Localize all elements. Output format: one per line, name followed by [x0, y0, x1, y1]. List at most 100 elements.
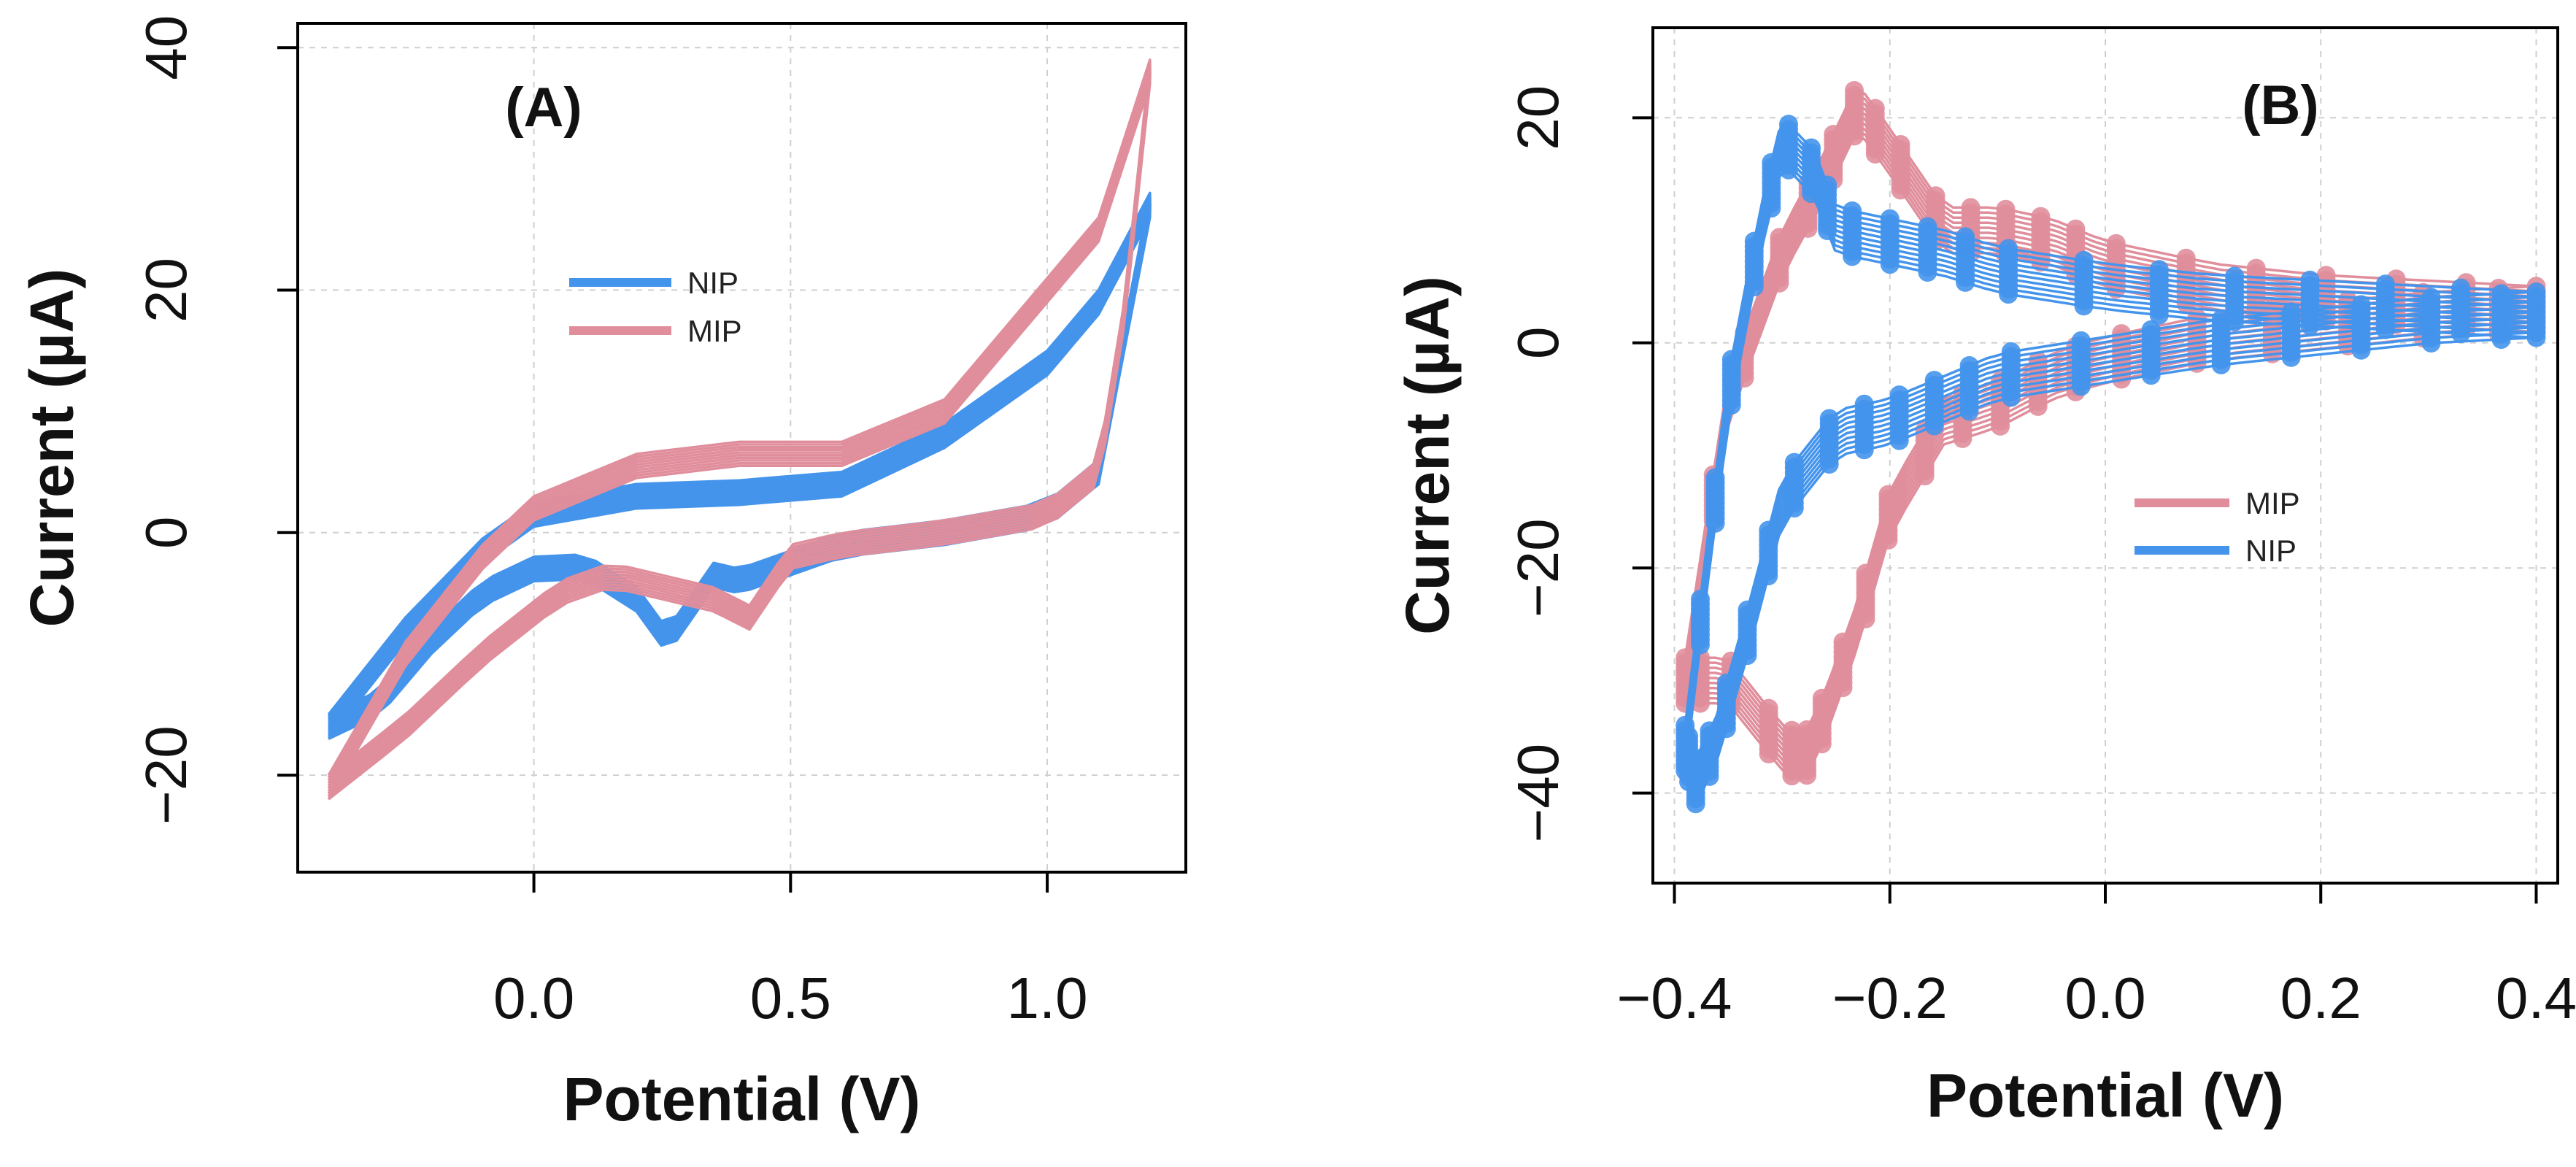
series-nip-point [1705, 468, 1725, 488]
series-nip-point [2491, 330, 2511, 349]
x-tick-label: 0.2 [2280, 966, 2361, 1031]
series-mip-point [1845, 81, 1864, 100]
series-mip-point [2176, 248, 2196, 268]
series-mip-point [1675, 648, 1695, 668]
series-mip-point [2031, 207, 2051, 226]
series-mip-point [1878, 531, 1898, 550]
legend-label-mip: MIP [687, 314, 742, 348]
series-mip-point [1996, 199, 2016, 219]
plot-area [1675, 81, 2546, 814]
series-nip-point [1700, 766, 1719, 786]
legend-label-mip: MIP [2245, 486, 2300, 520]
y-tick-label: −20 [1505, 518, 1570, 617]
y-tick-label: 0 [134, 517, 198, 550]
series-nip-point [1721, 350, 1741, 369]
y-tick-label: 40 [134, 15, 198, 80]
series-mip-point [1770, 228, 1789, 247]
series-mip-point [1833, 678, 1853, 698]
series-nip-point [2074, 250, 2094, 270]
series-nip-point [2211, 355, 2231, 374]
panel-b: −0.4 −0.2 0.0 0.2 0.4 −40 −20 0 20 Potential (V) C… [1393, 26, 2576, 1130]
series-nip-point [1959, 401, 1979, 421]
y-tick-label: 0 [1505, 327, 1570, 360]
series-nip-point [2281, 347, 2301, 367]
y-axis-title: Current (µA) [18, 269, 86, 628]
series-nip-point [1762, 153, 1781, 172]
y-axis-title: Current (µA) [1393, 276, 1462, 635]
y-tick-label: −40 [1505, 744, 1570, 843]
series-mip-point [1691, 693, 1710, 713]
series-nip-point [2300, 270, 2320, 290]
series-nip-point [1802, 138, 1821, 158]
legend: MIP NIP [2135, 486, 2300, 568]
legend: NIP MIP [569, 266, 742, 348]
series-nip-point [1924, 416, 1944, 436]
series-nip-point [1679, 772, 1699, 792]
series-nip-point [1956, 227, 1975, 247]
series-nip-point [1880, 209, 1900, 228]
series-mip-point [1797, 766, 1817, 785]
panel-label: (B) [2242, 74, 2319, 136]
x-tick-label: 0.0 [493, 966, 574, 1031]
series-nip-point [1918, 217, 1937, 236]
panel-label: (A) [505, 77, 582, 139]
series-nip-point [1999, 239, 2018, 258]
panel-a: 0.0 0.5 1.0 −20 0 20 40 Potential (V) Current (µ… [18, 15, 1187, 1133]
x-tick-label: 1.0 [1006, 966, 1087, 1031]
series-nip-point [1686, 794, 1705, 814]
series-nip-point [2141, 366, 2161, 385]
series-mip-point [2106, 234, 2126, 253]
series-nip-point [2375, 274, 2395, 294]
series-nip-point [1744, 231, 1764, 251]
plot-area [327, 58, 1152, 801]
series-mip-point [1915, 466, 1935, 486]
series-mip-point [1812, 734, 1832, 754]
y-tick-label: 20 [134, 258, 198, 323]
series-nip-point [1818, 175, 1837, 195]
series-mip-point [1961, 198, 1981, 217]
y-tick-label: 20 [1505, 85, 1570, 150]
series-nip-point [1779, 115, 1798, 134]
series-mip-point [2246, 258, 2266, 278]
y-tick-label: −20 [134, 725, 198, 825]
series-nip-point [1716, 719, 1736, 739]
series-nip-point [2149, 260, 2169, 280]
series-mip-point [1891, 135, 1910, 154]
series-nip-point [2071, 377, 2091, 396]
series-nip-point [2421, 334, 2441, 353]
series-mip-point [2066, 219, 2086, 239]
series-mip-point [1865, 99, 1885, 118]
series-mip-cycle [327, 58, 1152, 801]
x-axis-title: Potential (V) [1927, 1061, 2284, 1130]
series-nip-point [2001, 388, 2021, 407]
series-nip-point [1843, 201, 1862, 220]
series-mip-point [1953, 428, 1973, 448]
series-mip-point [1759, 744, 1778, 763]
x-tick-label: 0.0 [2064, 966, 2145, 1031]
x-tick-label: 0.4 [2496, 966, 2576, 1031]
series-nip-point [2351, 340, 2371, 360]
series-mip-point [1991, 416, 2010, 436]
series-mip [327, 58, 1152, 801]
series-nip-point [1854, 440, 1874, 460]
series-mip-point [2028, 396, 2048, 416]
series-nip-point [2225, 266, 2245, 286]
x-tick-label: −0.4 [1617, 966, 1732, 1031]
series-mip-cycle [327, 69, 1152, 790]
legend-label-nip: NIP [2245, 534, 2297, 568]
series-nip-point [1675, 715, 1695, 735]
series-nip-point [1889, 431, 1909, 450]
series-nip-point [1738, 646, 1757, 666]
series-nip [1675, 115, 2546, 814]
x-axis-title: Potential (V) [563, 1065, 920, 1133]
series-mip-point [1824, 125, 1843, 145]
x-tick-label: −0.2 [1832, 966, 1948, 1031]
series-nip-point [1691, 590, 1710, 609]
series-nip-point [1784, 498, 1804, 518]
plot-frame [296, 22, 1187, 874]
series-mip-point [1782, 766, 1802, 786]
x-tick-label: 0.5 [750, 966, 831, 1031]
series-mip-point [1926, 186, 1946, 206]
series-nip-point [2451, 278, 2471, 298]
